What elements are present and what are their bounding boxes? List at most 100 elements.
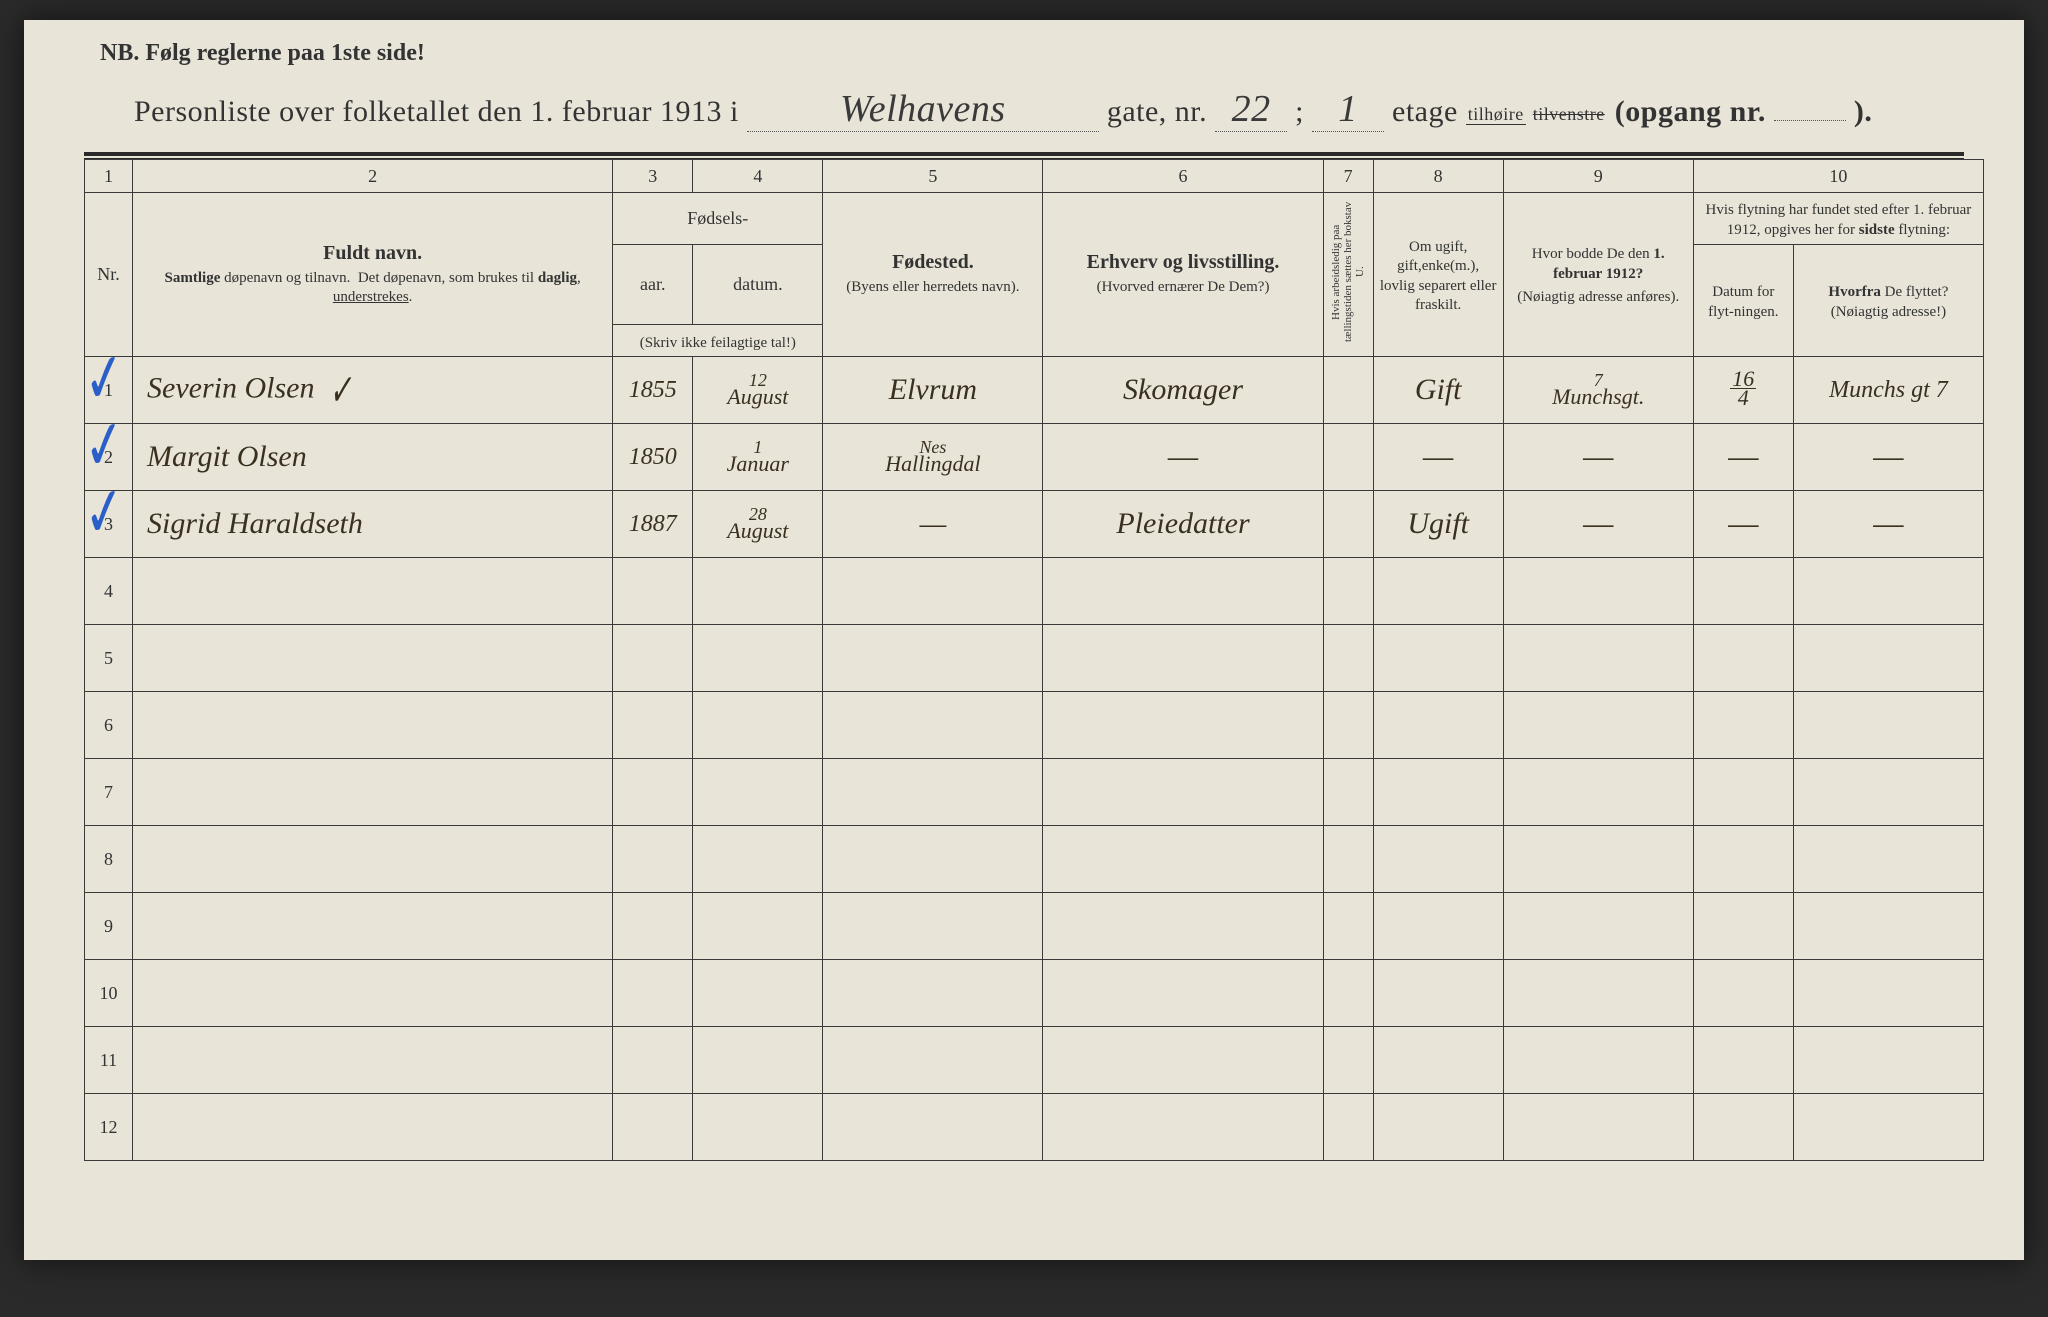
col-10-text: Hvis flytning har fundet sted efter 1. f… [1700, 201, 1977, 240]
move-date: — [1700, 505, 1787, 543]
table-body: 1✓Severin Olsen ✓185512AugustElvrumSkoma… [85, 357, 1984, 1161]
marital: Ugift [1380, 507, 1497, 541]
empty-cell [1693, 1027, 1793, 1094]
colnum-5: 5 [823, 160, 1043, 193]
empty-cell [823, 692, 1043, 759]
empty-cell [1043, 692, 1323, 759]
empty-cell [133, 625, 613, 692]
person-name: Severin Olsen ✓ [139, 365, 606, 416]
empty-cell [133, 826, 613, 893]
birth-year-cell: 1887 [613, 491, 693, 558]
birth-year-cell: 1855 [613, 357, 693, 424]
row-number: 9 [85, 893, 133, 960]
empty-cell [693, 625, 823, 692]
empty-cell [613, 1027, 693, 1094]
row-number: 1✓ [85, 357, 133, 424]
empty-cell [133, 1094, 613, 1161]
empty-cell [1323, 759, 1373, 826]
birthplace-cell: NesHallingdal [823, 424, 1043, 491]
empty-cell [1793, 1027, 1983, 1094]
empty-cell [823, 759, 1043, 826]
col-9-sub: (Nøiagtig adresse anføres). [1510, 288, 1687, 308]
col-nr: Nr. [85, 193, 133, 357]
empty-cell [1373, 893, 1503, 960]
empty-cell [1503, 759, 1693, 826]
empty-cell [1503, 893, 1693, 960]
empty-cell [613, 1094, 693, 1161]
move-date-cell: — [1693, 424, 1793, 491]
move-from-cell: — [1793, 491, 1983, 558]
empty-cell [1373, 692, 1503, 759]
col-erhverv-sub: (Hvorved ernærer De Dem?) [1049, 278, 1316, 298]
col-aar-foot: (Skriv ikke feilagtige tal!) [613, 325, 823, 357]
form-title-line: Personliste over folketallet den 1. febr… [134, 87, 1984, 132]
empty-cell [823, 1094, 1043, 1161]
empty-cell [1693, 960, 1793, 1027]
colnum-2: 2 [133, 160, 613, 193]
title-prefix: Personliste over folketallet den 1. febr… [134, 95, 739, 128]
empty-cell [1043, 1027, 1323, 1094]
empty-cell [1503, 826, 1693, 893]
move-date-cell: — [1693, 491, 1793, 558]
tilvenstre: tilvenstre [1531, 104, 1607, 124]
col-erhverv: Erhverv og livsstilling. (Hvorved ernære… [1043, 193, 1323, 357]
birth-year: 1887 [619, 511, 686, 538]
empty-cell [1793, 625, 1983, 692]
birthplace: — [829, 507, 1036, 541]
empty-cell [1043, 558, 1323, 625]
move-from: — [1800, 505, 1977, 543]
empty-cell [1693, 1094, 1793, 1161]
table-row: 3✓Sigrid Haraldseth188728August—Pleiedat… [85, 491, 1984, 558]
empty-cell [133, 759, 613, 826]
birth-year: 1850 [619, 444, 686, 471]
unemployed-mark-cell [1323, 424, 1373, 491]
row-number: 12 [85, 1094, 133, 1161]
prev-address-cell: 7Munchsgt. [1503, 357, 1693, 424]
empty-cell [1373, 826, 1503, 893]
empty-cell [1323, 960, 1373, 1027]
table-row: 1✓Severin Olsen ✓185512AugustElvrumSkoma… [85, 357, 1984, 424]
col-name-main: Fuldt navn. [139, 242, 606, 265]
move-from: — [1800, 438, 1977, 476]
col-datum: datum. [693, 245, 823, 325]
empty-cell [1373, 759, 1503, 826]
name-cell: Margit Olsen [133, 424, 613, 491]
empty-cell [1503, 692, 1693, 759]
birth-date-cell: 1Januar [693, 424, 823, 491]
move-date-fraction: 164 [1730, 370, 1756, 408]
col-8: Om ugift, gift,enke(m.), lovlig separert… [1373, 193, 1503, 357]
table-row-empty: 11 [85, 1027, 1984, 1094]
empty-cell [693, 1094, 823, 1161]
col-fodsels: Fødsels- [613, 193, 823, 245]
empty-cell [693, 692, 823, 759]
colnum-8: 8 [1373, 160, 1503, 193]
birth-date: 28August [699, 507, 816, 541]
colnum-1: 1 [85, 160, 133, 193]
table-row: 2✓Margit Olsen18501JanuarNesHallingdal——… [85, 424, 1984, 491]
empty-cell [1503, 558, 1693, 625]
heavy-rule [84, 152, 1964, 159]
close-paren: ). [1854, 95, 1873, 128]
col-fodested-sub: (Byens eller herredets navn). [829, 278, 1036, 298]
marital: Gift [1380, 373, 1497, 407]
empty-cell [1043, 759, 1323, 826]
occupation-cell: — [1043, 424, 1323, 491]
empty-cell [613, 960, 693, 1027]
tilhoire: tilhøire [1466, 104, 1526, 125]
empty-cell [613, 893, 693, 960]
empty-cell [133, 893, 613, 960]
col-10a: Datum for flyt-ningen. [1693, 245, 1793, 357]
birth-date-cell: 28August [693, 491, 823, 558]
move-from-cell: — [1793, 424, 1983, 491]
empty-cell [823, 893, 1043, 960]
col-erhverv-main: Erhverv og livsstilling. [1049, 251, 1316, 274]
name-cell: Sigrid Haraldseth [133, 491, 613, 558]
colnum-7: 7 [1323, 160, 1373, 193]
empty-cell [1043, 960, 1323, 1027]
table-row-empty: 7 [85, 759, 1984, 826]
empty-cell [1373, 1027, 1503, 1094]
side-fraction: tilhøire tilvenstre [1466, 105, 1607, 123]
empty-cell [133, 692, 613, 759]
occupation-cell: Skomager [1043, 357, 1323, 424]
gate-label: gate, nr. [1107, 95, 1207, 128]
